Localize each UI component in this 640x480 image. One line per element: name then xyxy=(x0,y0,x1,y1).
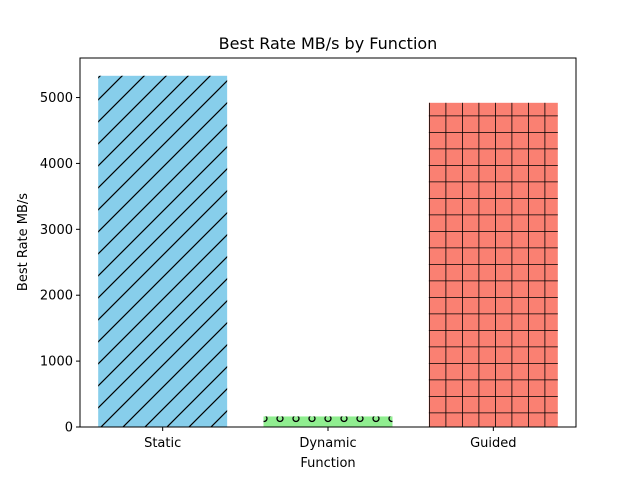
y-axis-label: Best Rate MB/s xyxy=(16,193,31,291)
x-axis-label: Function xyxy=(300,456,355,471)
y-tick-label: 1000 xyxy=(40,355,73,370)
x-tick-label-guided: Guided xyxy=(470,436,516,451)
y-tick-label: 3000 xyxy=(40,223,73,238)
bars-group xyxy=(98,76,558,427)
bar-guided-hatch xyxy=(429,103,558,427)
y-axis-ticks: 0 1000 2000 3000 4000 5000 xyxy=(40,91,80,435)
x-tick-label-dynamic: Dynamic xyxy=(299,436,356,451)
x-axis-ticks: Static Dynamic Guided xyxy=(144,427,516,451)
bar-static-hatch xyxy=(98,76,227,427)
y-tick-label: 4000 xyxy=(40,157,73,172)
y-tick-label: 2000 xyxy=(40,289,73,304)
x-tick-label-static: Static xyxy=(144,436,181,451)
chart-title: Best Rate MB/s by Function xyxy=(219,34,438,53)
y-tick-label: 5000 xyxy=(40,91,73,106)
bar-dynamic-hatch xyxy=(264,416,393,427)
y-tick-label: 0 xyxy=(65,421,73,436)
